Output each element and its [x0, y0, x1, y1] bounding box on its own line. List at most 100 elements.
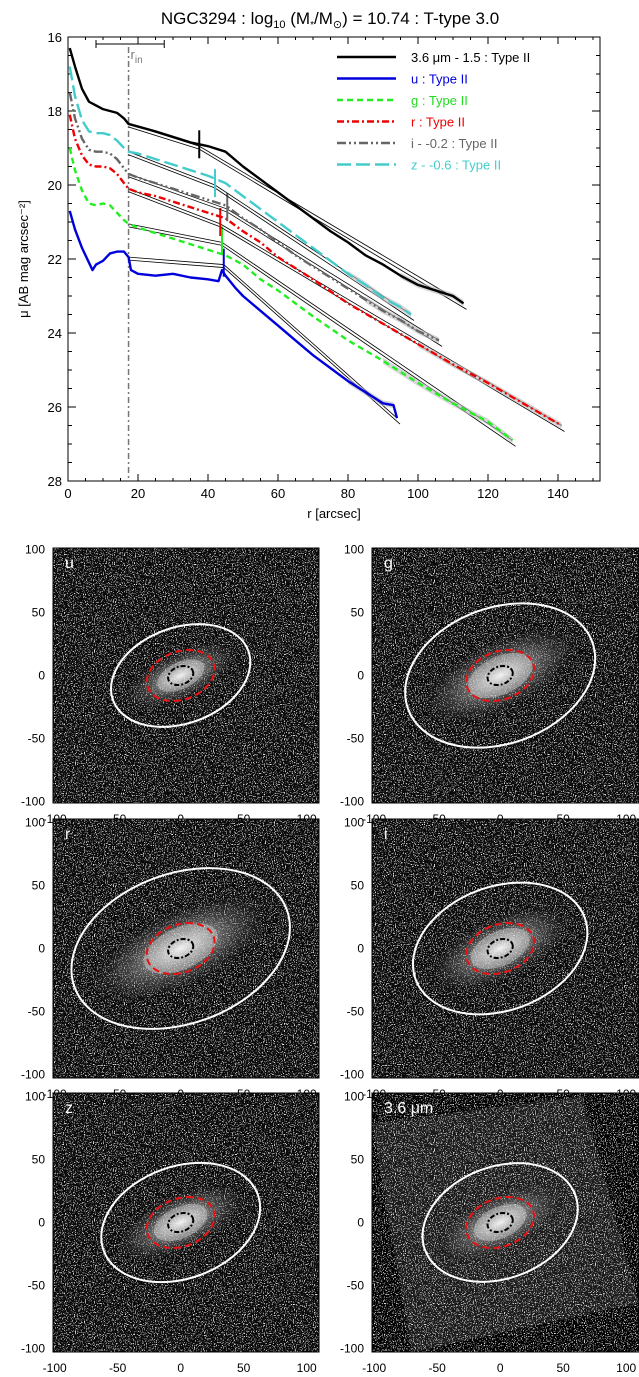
- galaxy-glow: [433, 1181, 567, 1264]
- image-x-tick-label: 0: [177, 1361, 184, 1375]
- x-axis-ticks: 0 20 40 60 80 100 120 140: [64, 37, 594, 501]
- x-tick-label: 120: [477, 486, 499, 501]
- y-axis-label: μ [AB mag arcsec⁻²]: [16, 200, 31, 318]
- image-y-tick-label: 0: [357, 669, 364, 683]
- x-axis-label: r [arcsec]: [307, 506, 360, 521]
- image-y-tick-label: 100: [25, 816, 45, 830]
- x-tick-label: 140: [547, 486, 569, 501]
- series-3: [68, 114, 565, 432]
- break-ellipse: [465, 921, 536, 976]
- inner-ellipse: [486, 1211, 514, 1234]
- series-line: [68, 66, 412, 316]
- image-y-tick-label: 50: [351, 606, 365, 620]
- panel-frame: [371, 1092, 639, 1353]
- galaxy-core: [153, 1203, 208, 1242]
- series-line: [68, 147, 514, 442]
- panel-frame: [52, 818, 320, 1079]
- panel-frame: [371, 818, 639, 1079]
- panel-label: i: [384, 826, 388, 843]
- outer-ellipse: [404, 602, 597, 749]
- series-line: [68, 92, 440, 342]
- model-fit-line: [128, 223, 513, 441]
- break-ellipse: [145, 1195, 216, 1250]
- inner-ellipse: [167, 937, 195, 960]
- legend-label: i - -0.2 : Type II: [411, 136, 497, 151]
- image-y-tick-label: 0: [357, 942, 364, 956]
- series-4: [68, 92, 443, 347]
- break-ellipse: [145, 648, 216, 703]
- error-band: [418, 341, 562, 429]
- galaxy-core: [143, 923, 218, 974]
- image-x-tick-label: -100: [43, 1361, 67, 1375]
- outer-ellipse: [110, 623, 252, 728]
- model-fit-line: [128, 191, 565, 432]
- series-2: [68, 147, 516, 447]
- x-tick-label: 40: [201, 486, 215, 501]
- image-x-tick-label: 100: [616, 1361, 636, 1375]
- break-ellipse: [465, 1195, 536, 1250]
- image-y-tick-label: -100: [340, 1342, 364, 1356]
- image-y-tick-label: -50: [28, 1279, 46, 1293]
- image-y-tick-label: -100: [21, 1068, 45, 1082]
- legend-label: 3.6 μm - 1.5 : Type II: [411, 50, 530, 65]
- y-tick-label: 18: [48, 104, 62, 119]
- galaxy-core: [157, 659, 205, 692]
- image-y-tick-label: 50: [32, 879, 46, 893]
- legend-label: g : Type II: [411, 93, 468, 108]
- series-layer: [68, 47, 565, 447]
- image-y-tick-label: 50: [32, 1153, 46, 1167]
- image-x-tick-label: 50: [556, 1361, 570, 1375]
- series-line: [68, 47, 465, 305]
- inner-ellipse: [167, 664, 195, 687]
- panel-frame: [52, 547, 320, 804]
- inner-ellipse: [486, 664, 514, 687]
- panel-label: g: [384, 555, 393, 572]
- image-y-tick-label: 50: [351, 879, 365, 893]
- image-x-tick-label: 100: [297, 1361, 317, 1375]
- y-axis-ticks: 16 18 20 22 24 26 28: [48, 30, 600, 489]
- panel-frame: [371, 547, 639, 804]
- image-x-tick-label: 50: [237, 1361, 251, 1375]
- series-1: [68, 210, 401, 425]
- image-y-tick-label: -100: [340, 795, 364, 809]
- y-tick-label: 24: [48, 326, 62, 341]
- galaxy-glow: [112, 1180, 249, 1265]
- image-y-tick-label: 100: [344, 816, 364, 830]
- legend-label: u : Type II: [411, 72, 468, 87]
- inner-ellipse: [167, 1211, 195, 1234]
- panel-4: z -100 -50 0 50 100 100 50 0 -50 -100: [21, 1090, 320, 1375]
- image-y-tick-label: 100: [25, 543, 45, 557]
- image-x-tick-label: -50: [109, 1361, 127, 1375]
- series-5: [68, 66, 415, 321]
- image-y-tick-label: 100: [344, 543, 364, 557]
- panel-5: 3.6 μm -100 -50 0 50 100 100 50 0 -50 -100: [340, 1090, 639, 1375]
- break-ellipse: [465, 648, 536, 703]
- galaxy-image-panels: u -100 -50 0 50 100 100 50 0 -50 -100 g -100 -50 0 50 10…: [21, 543, 639, 1375]
- y-tick-label: 22: [48, 252, 62, 267]
- image-x-tick-label: 0: [497, 1361, 504, 1375]
- image-x-tick-label: -100: [362, 1361, 386, 1375]
- image-y-tick-label: -50: [347, 732, 365, 746]
- outer-ellipse: [421, 1162, 579, 1283]
- image-y-tick-label: -100: [21, 795, 45, 809]
- panel-label: z: [65, 1100, 73, 1117]
- legend-label: z - -0.6 : Type II: [411, 158, 501, 173]
- galaxy-glow: [425, 902, 575, 995]
- galaxy-glow: [86, 891, 275, 1006]
- image-y-tick-label: 0: [357, 1216, 364, 1230]
- image-x-tick-label: -50: [428, 1361, 446, 1375]
- image-y-tick-label: 100: [25, 1090, 45, 1104]
- inner-ellipse: [486, 937, 514, 960]
- y-tick-label: 26: [48, 400, 62, 415]
- legend-label: r : Type II: [411, 115, 465, 130]
- galaxy-glow: [418, 625, 582, 726]
- y-tick-label: 28: [48, 474, 62, 489]
- model-fit-line: [128, 226, 516, 447]
- image-y-tick-label: -100: [21, 1342, 45, 1356]
- galaxy-core: [468, 652, 533, 699]
- galaxy-core: [473, 1204, 527, 1241]
- image-y-tick-label: 50: [32, 606, 46, 620]
